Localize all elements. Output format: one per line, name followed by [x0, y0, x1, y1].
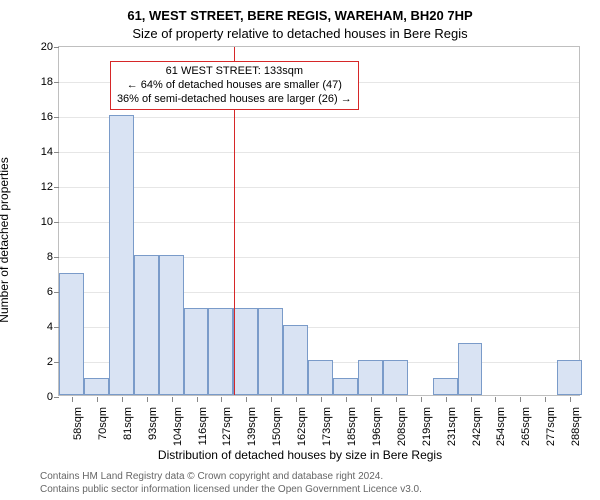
- chart-subtitle: Size of property relative to detached ho…: [0, 26, 600, 41]
- y-tick-label: 0: [47, 391, 59, 403]
- x-tick-label: 93sqm: [147, 403, 159, 440]
- footer-line-1: Contains HM Land Registry data © Crown c…: [40, 471, 422, 484]
- gridline: [59, 187, 579, 188]
- x-tick-label: 58sqm: [72, 403, 84, 440]
- x-tick-label: 242sqm: [471, 403, 483, 446]
- histogram-bar: [109, 115, 134, 395]
- y-tick-label: 2: [47, 356, 59, 368]
- y-tick-label: 12: [41, 181, 59, 193]
- y-tick-label: 20: [41, 41, 59, 53]
- annotation-line-3: 36% of semi-detached houses are larger (…: [117, 93, 352, 107]
- x-tick-label: 265sqm: [520, 403, 532, 446]
- y-tick-label: 10: [41, 216, 59, 228]
- histogram-bar: [333, 378, 358, 396]
- histogram-bar: [59, 273, 84, 396]
- x-tick-label: 288sqm: [570, 403, 582, 446]
- x-tick-label: 104sqm: [172, 403, 184, 446]
- histogram-bar: [283, 325, 308, 395]
- x-tick-label: 81sqm: [122, 403, 134, 440]
- y-tick-label: 6: [47, 286, 59, 298]
- gridline: [59, 222, 579, 223]
- histogram-bar: [258, 308, 283, 396]
- y-tick-label: 4: [47, 321, 59, 333]
- x-tick-label: 277sqm: [545, 403, 557, 446]
- histogram-bar: [358, 360, 383, 395]
- gridline: [59, 152, 579, 153]
- y-axis-label: Number of detached properties: [0, 75, 11, 240]
- x-tick-label: 208sqm: [396, 403, 408, 446]
- property-size-chart: 61, WEST STREET, BERE REGIS, WAREHAM, BH…: [0, 0, 600, 500]
- annotation-line-1: 61 WEST STREET: 133sqm: [117, 65, 352, 79]
- x-tick-label: 116sqm: [197, 403, 209, 445]
- y-tick-label: 14: [41, 146, 59, 158]
- histogram-bar: [84, 378, 109, 396]
- x-tick-label: 219sqm: [421, 403, 433, 446]
- y-tick-label: 16: [41, 111, 59, 123]
- histogram-bar: [557, 360, 582, 395]
- x-tick-label: 150sqm: [271, 403, 283, 446]
- x-tick-label: 254sqm: [495, 403, 507, 446]
- annotation-line-2: ← 64% of detached houses are smaller (47…: [117, 79, 352, 93]
- histogram-bar: [208, 308, 233, 396]
- histogram-bar: [308, 360, 333, 395]
- x-tick-label: 162sqm: [296, 403, 308, 446]
- histogram-bar: [233, 308, 258, 396]
- histogram-bar: [383, 360, 408, 395]
- x-tick-label: 185sqm: [346, 403, 358, 446]
- x-tick-label: 173sqm: [321, 403, 333, 446]
- x-tick-label: 139sqm: [246, 403, 258, 446]
- histogram-bar: [159, 255, 184, 395]
- x-tick-label: 196sqm: [371, 403, 383, 446]
- x-axis-label: Distribution of detached houses by size …: [0, 448, 600, 462]
- gridline: [59, 117, 579, 118]
- x-tick-label: 231sqm: [446, 403, 458, 446]
- x-tick-label: 127sqm: [221, 403, 233, 446]
- footer-line-2: Contains public sector information licen…: [40, 484, 422, 497]
- annotation-box: 61 WEST STREET: 133sqm← 64% of detached …: [110, 61, 359, 110]
- footer-attribution: Contains HM Land Registry data © Crown c…: [40, 471, 422, 496]
- y-tick-label: 18: [41, 76, 59, 88]
- chart-title: 61, WEST STREET, BERE REGIS, WAREHAM, BH…: [0, 8, 600, 23]
- x-tick-label: 70sqm: [97, 403, 109, 440]
- histogram-bar: [458, 343, 483, 396]
- histogram-bar: [184, 308, 209, 396]
- histogram-bar: [134, 255, 159, 395]
- plot-area: 0246810121416182058sqm70sqm81sqm93sqm104…: [58, 46, 580, 396]
- histogram-bar: [433, 378, 458, 396]
- y-tick-label: 8: [47, 251, 59, 263]
